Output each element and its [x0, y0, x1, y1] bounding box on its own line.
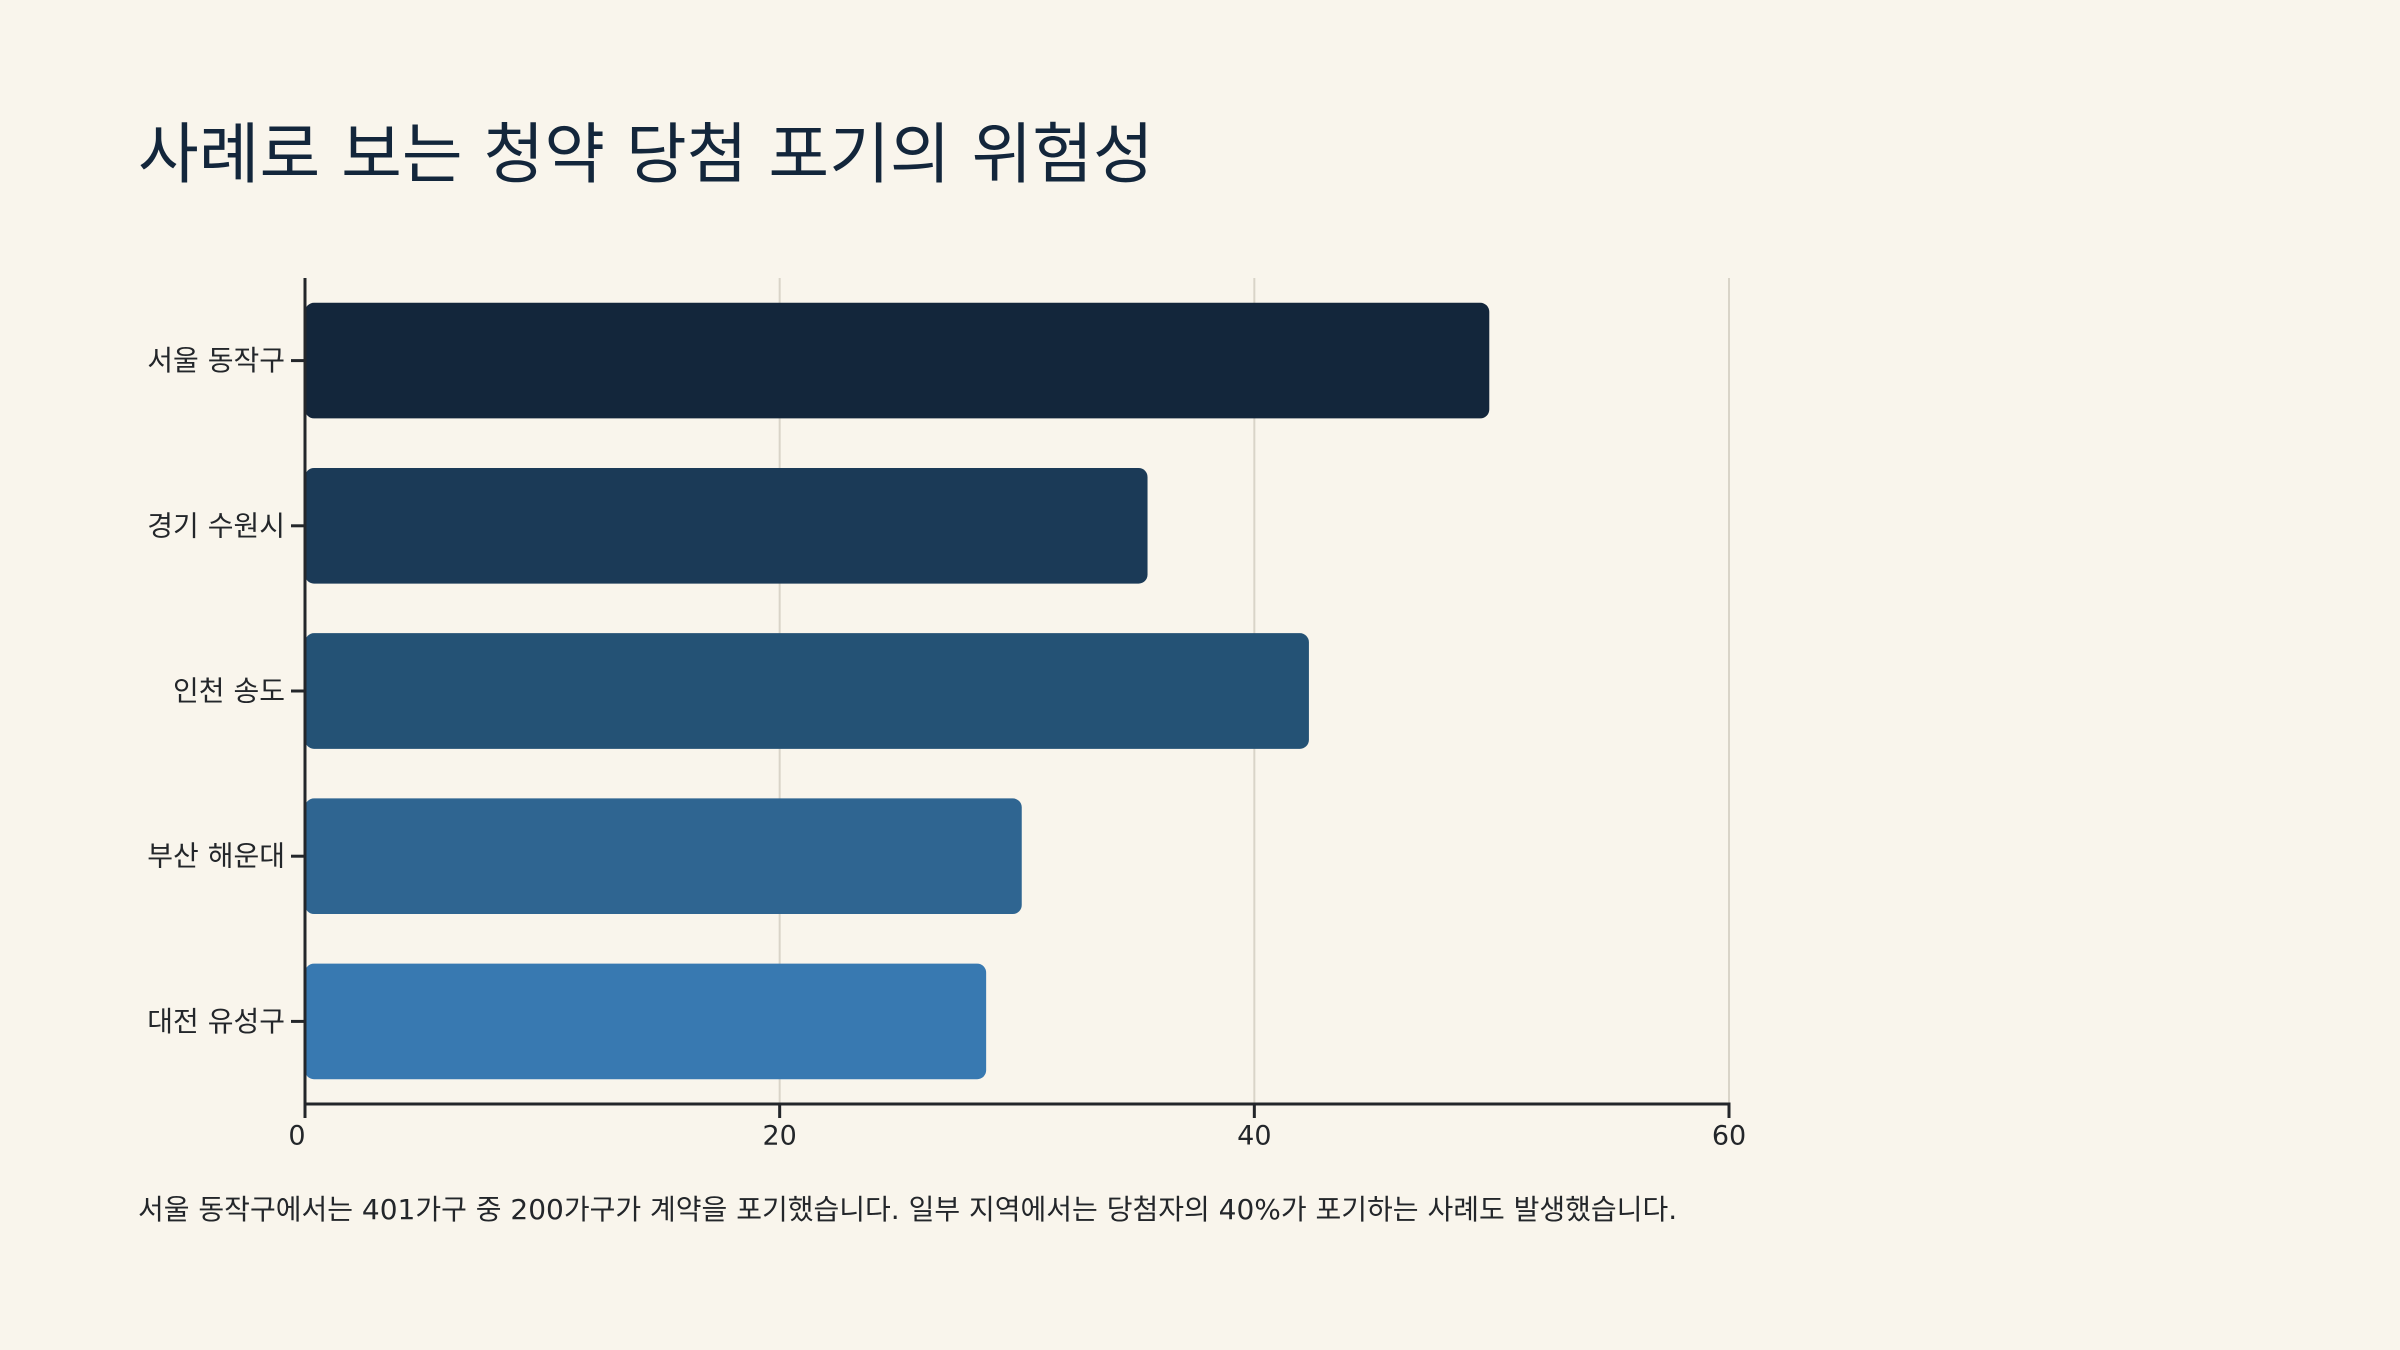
x-tick-label: 60	[1712, 1121, 1746, 1152]
x-tick-label: 0	[288, 1121, 305, 1152]
y-tick-label: 대전 유성구	[147, 1005, 285, 1038]
axes	[291, 278, 1731, 1118]
y-tick-label: 인천 송도	[173, 675, 285, 708]
bar	[305, 798, 1022, 915]
chart-footnote: 서울 동작구에서는 401가구 중 200가구가 계약을 포기했습니다. 일부 …	[138, 1193, 1678, 1226]
page-title: 사례로 보는 청약 당첨 포기의 위험성	[138, 116, 1154, 193]
bar	[305, 633, 1309, 749]
bar	[305, 302, 1490, 419]
y-tick-label: 경기 수원시	[147, 509, 285, 542]
x-tick-label: 20	[762, 1121, 796, 1152]
bar	[305, 963, 987, 1080]
y-tick-label: 서울 동작구	[147, 344, 285, 377]
y-tick-label: 부산 해운대	[147, 840, 285, 873]
bar	[305, 467, 1148, 584]
x-tick-label: 40	[1237, 1121, 1271, 1152]
bars	[305, 302, 1490, 1080]
